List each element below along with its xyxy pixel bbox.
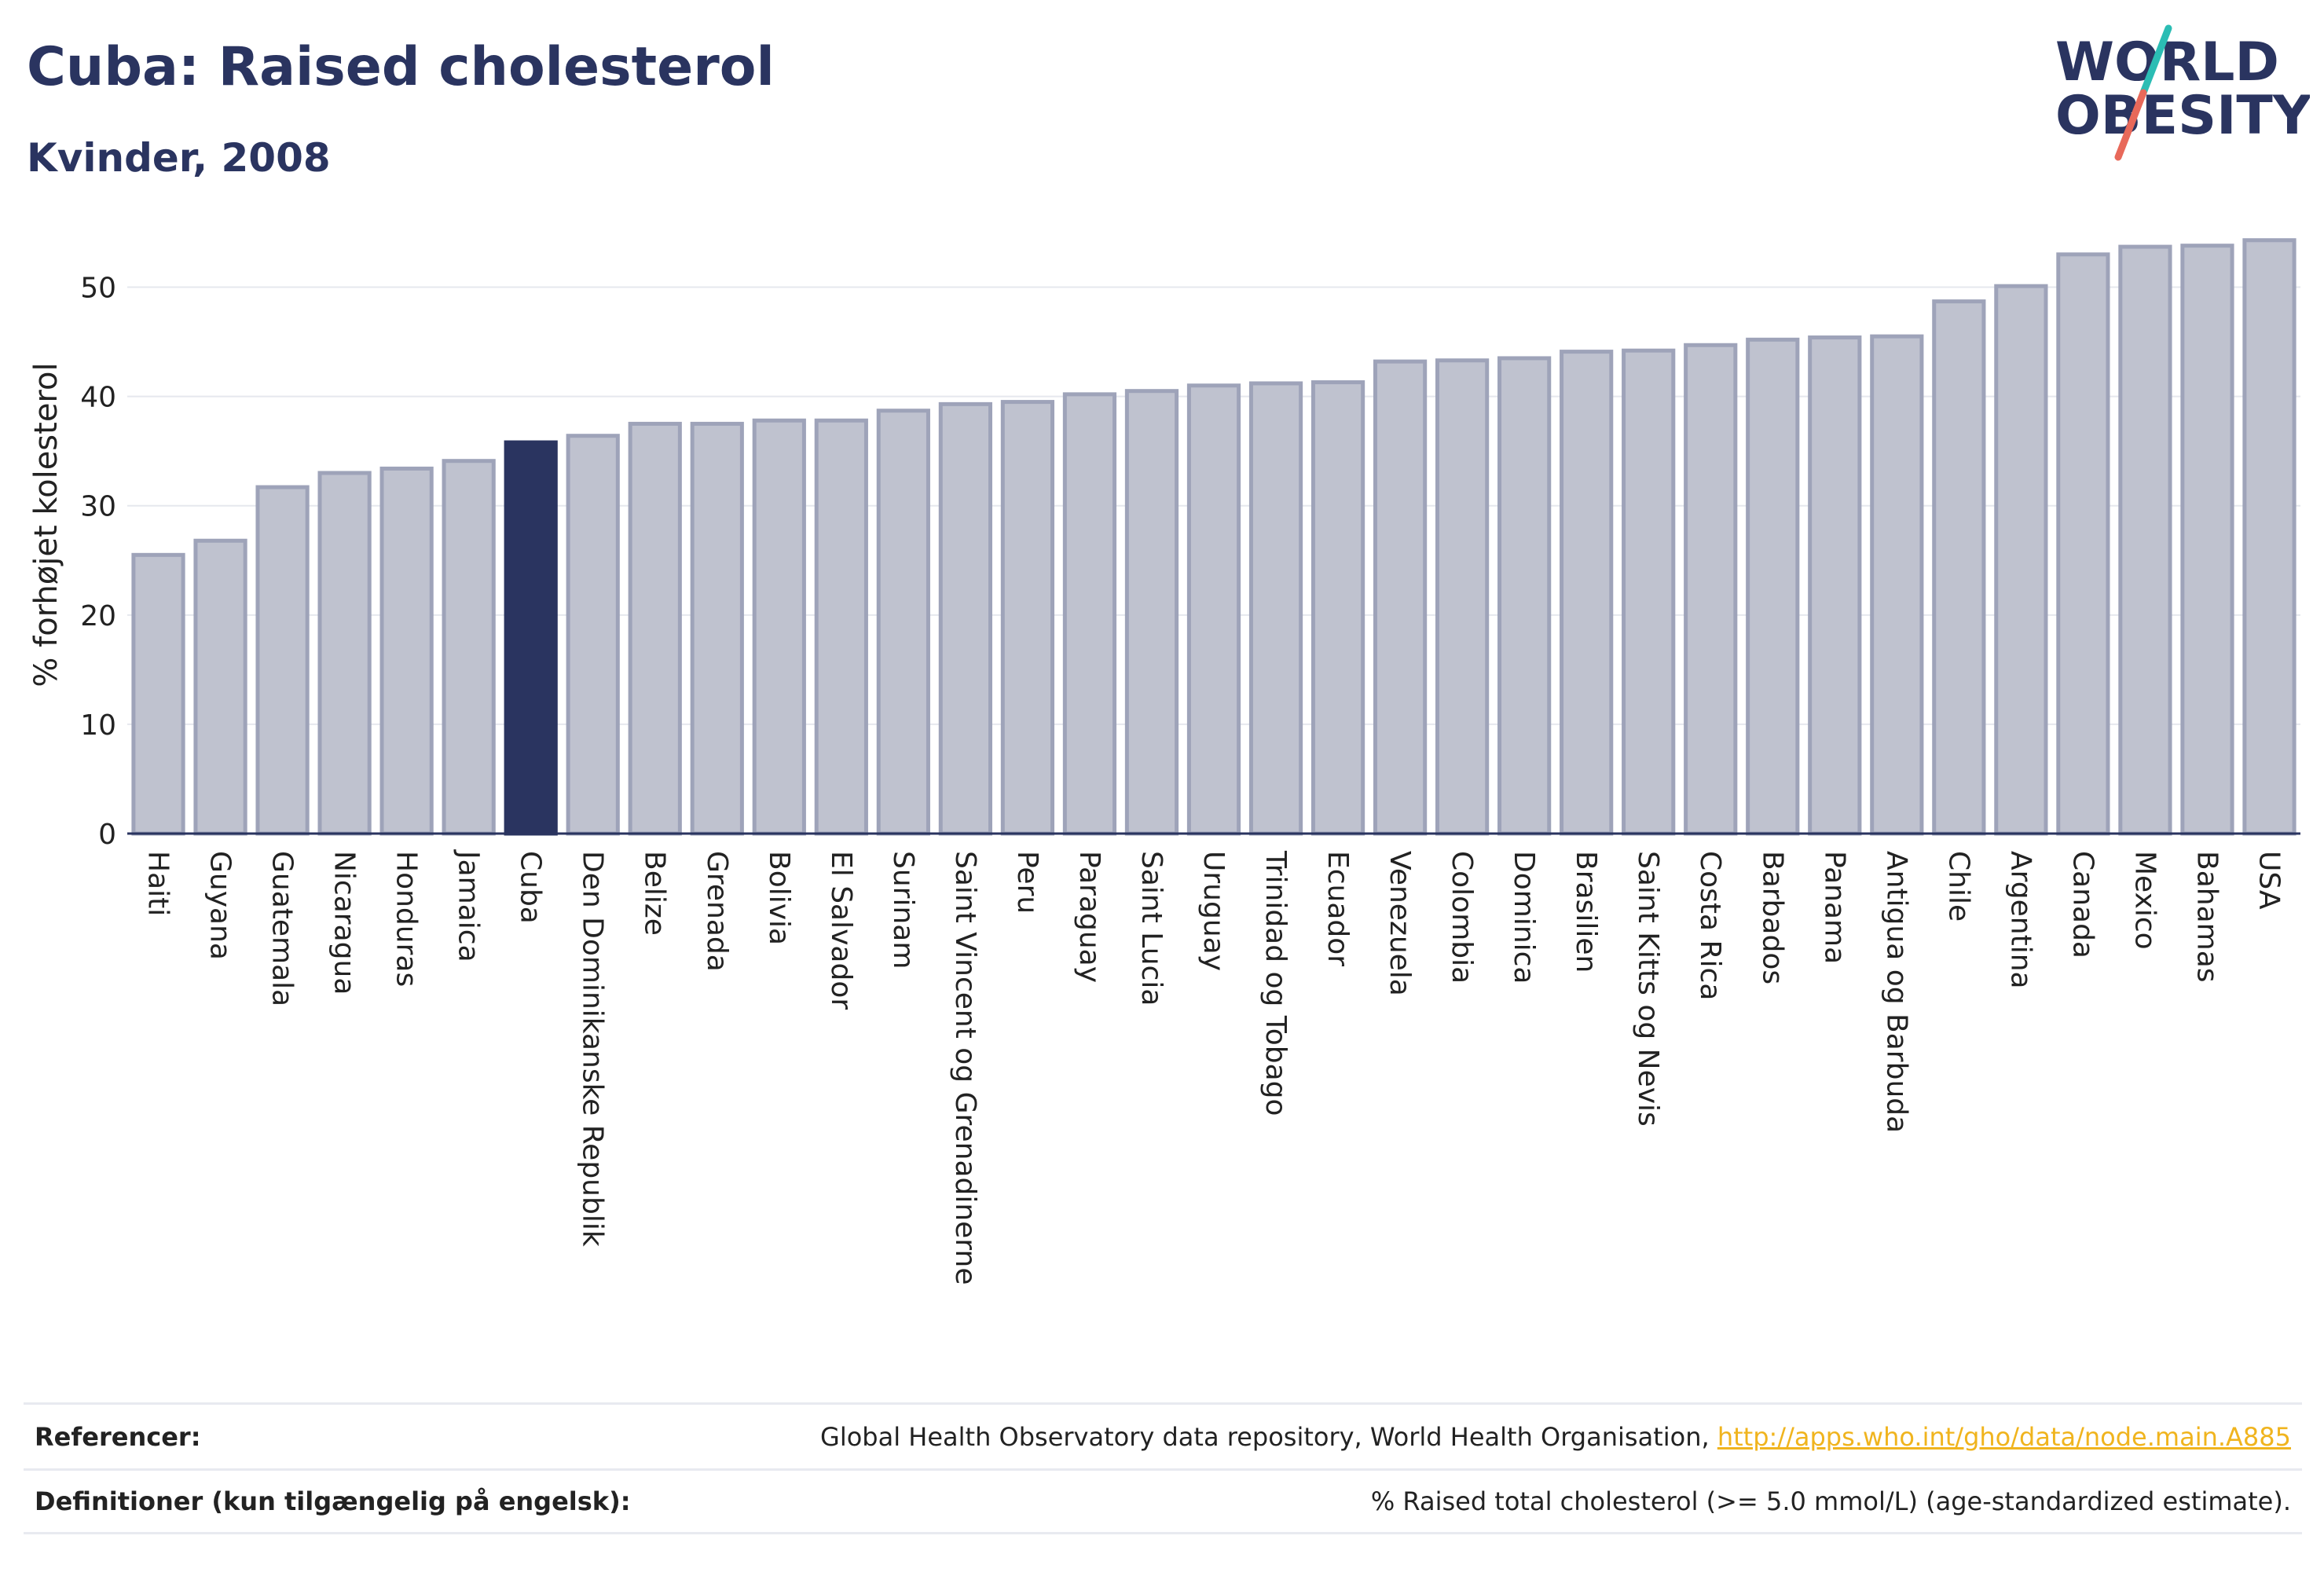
x-tick-label: Argentina <box>2004 851 2036 989</box>
x-tick-label: Mexico <box>2128 851 2161 950</box>
bars <box>127 238 2300 836</box>
bar-bahamas <box>2180 244 2234 836</box>
x-tick-label: Grenada <box>701 851 733 972</box>
bar-paraguay <box>1062 392 1117 836</box>
x-tick-label: Trinidad og Tobago <box>1259 850 1292 1116</box>
bar-canada <box>2056 252 2110 836</box>
bar-haiti <box>131 552 185 836</box>
x-tick-label: Barbados <box>1756 851 1788 984</box>
bar-surinam <box>876 409 930 836</box>
bar-bolivia <box>752 418 806 836</box>
bar-den-dominikanske-republik <box>566 434 620 836</box>
x-tick-label: Canada <box>2066 851 2099 958</box>
logo-line-world: WORLD <box>2055 31 2279 93</box>
bar-peru <box>1000 400 1055 836</box>
bar-belize <box>628 421 682 836</box>
y-tick-label: 0 <box>98 819 116 851</box>
footer: Referencer: Global Health Observatory da… <box>24 1402 2302 1534</box>
x-tick-label: Colombia <box>1446 851 1478 984</box>
x-tick-label: USA <box>2253 851 2285 910</box>
bar-colombia <box>1435 358 1490 836</box>
x-tick-label: Saint Kitts og Nevis <box>1632 851 1664 1127</box>
x-tick-label: Ecuador <box>1321 851 1354 966</box>
y-axis-title: % forhøjet kolesterol <box>28 362 64 687</box>
bar-el-salvador <box>814 418 868 836</box>
references-label: Referencer: <box>35 1421 201 1452</box>
references-link[interactable]: http://apps.who.int/gho/data/node.main.A… <box>1717 1421 2291 1452</box>
x-tick-label: Belize <box>639 851 671 936</box>
y-axis-ticks: 0 10 20 30 40 50 <box>80 273 116 851</box>
logo-line-obesity: OBESITY <box>2055 85 2310 147</box>
x-tick-label: Paraguay <box>1073 851 1105 983</box>
bar-costa-rica <box>1684 343 1738 836</box>
x-tick-label: Brasilien <box>1570 851 1602 973</box>
x-tick-label: Venezuela <box>1384 851 1416 996</box>
bar-saint-kitts-og-nevis <box>1622 348 1676 836</box>
x-tick-label: Peru <box>1011 851 1043 914</box>
chart-subtitle: Kvinder, 2008 <box>27 135 331 181</box>
y-tick-label: 20 <box>80 600 116 632</box>
bar-usa <box>2242 238 2297 836</box>
bar-antigua-og-barbuda <box>1870 334 1924 836</box>
x-tick-label: Bahamas <box>2190 851 2223 983</box>
x-tick-label: Costa Rica <box>1694 851 1726 1000</box>
x-tick-label: Saint Vincent og Grenadinerne <box>949 851 981 1285</box>
x-tick-label: Saint Lucia <box>1135 851 1167 1006</box>
x-tick-label: Cuba <box>515 851 547 924</box>
x-tick-label: Antigua og Barbuda <box>1880 851 1912 1133</box>
x-tick-label: Chile <box>1942 851 1974 922</box>
bar-chile <box>1932 299 1986 836</box>
x-tick-label: Guyana <box>204 851 236 960</box>
references-text: Global Health Observatory data repositor… <box>820 1421 1717 1452</box>
bar-guatemala <box>255 485 310 836</box>
bar-argentina <box>1994 284 2048 836</box>
bar-saint-lucia <box>1124 389 1179 836</box>
x-tick-label: Surinam <box>887 851 919 969</box>
bar-cuba <box>504 440 558 836</box>
references-row: Referencer: Global Health Observatory da… <box>24 1402 2302 1468</box>
x-tick-label: Bolivia <box>763 851 795 945</box>
bar-honduras <box>379 466 434 836</box>
x-tick-label: Haiti <box>142 851 174 916</box>
x-tick-label: Uruguay <box>1197 851 1230 971</box>
world-obesity-logo: WORLD OBESITY <box>2055 24 2310 161</box>
bar-grenada <box>690 421 744 836</box>
y-tick-label: 50 <box>80 273 116 305</box>
bar-uruguay <box>1186 383 1241 836</box>
x-tick-label: Den Dominikanske Republik <box>577 851 609 1247</box>
definitions-label: Definitioner (kun tilgængelig på engelsk… <box>35 1486 631 1516</box>
bar-ecuador <box>1310 380 1365 836</box>
definitions-text: % Raised total cholesterol (>= 5.0 mmol/… <box>1370 1486 2291 1516</box>
bar-trinidad-og-tobago <box>1248 381 1303 836</box>
definitions-row: Definitioner (kun tilgængelig på engelsk… <box>24 1468 2302 1534</box>
x-axis-ticks: Haiti Guyana Guatemala Nicaragua Honduras Jam… <box>142 849 2286 1285</box>
bar-guyana <box>193 538 247 836</box>
x-tick-label: Nicaragua <box>328 851 361 995</box>
bar-saint-vincent-og-grenadinerne <box>938 401 992 836</box>
references-value: Global Health Observatory data repositor… <box>820 1422 2291 1452</box>
bar-mexico <box>2118 244 2172 836</box>
bar-brasilien <box>1560 350 1614 836</box>
bar-barbados <box>1746 337 1800 836</box>
bar-dominica <box>1497 356 1552 836</box>
chart-title: Cuba: Raised cholesterol <box>27 36 775 98</box>
x-tick-label: Jamaica <box>453 849 485 962</box>
y-tick-label: 30 <box>80 491 116 523</box>
bar-venezuela <box>1373 359 1428 836</box>
bar-nicaragua <box>317 471 372 836</box>
x-tick-label: Honduras <box>390 851 423 987</box>
x-tick-label: Dominica <box>1508 851 1540 984</box>
bar-jamaica <box>442 459 496 836</box>
bar-panama <box>1808 335 1862 836</box>
y-tick-label: 40 <box>80 382 116 414</box>
x-tick-label: Guatemala <box>266 851 299 1006</box>
y-tick-label: 10 <box>80 709 116 742</box>
bar-chart: 0 10 20 30 40 50 Haiti Guyana Guatemala Nicaragu… <box>28 238 2300 1285</box>
x-tick-label: El Salvador <box>825 851 857 1010</box>
logo-slash-bottom-icon <box>2114 89 2147 161</box>
logo-slash-top-icon <box>2139 24 2172 97</box>
x-tick-label: Panama <box>1818 851 1850 964</box>
